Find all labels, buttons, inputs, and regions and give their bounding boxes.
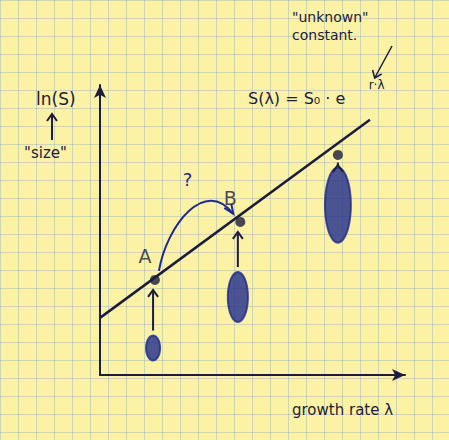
svg-text:growth rate λ: growth rate λ [292,401,393,419]
svg-text:A: A [138,245,151,267]
svg-text:constant.: constant. [292,27,357,43]
svg-text:r·λ: r·λ [369,78,385,92]
svg-text:"unknown": "unknown" [292,9,369,25]
svg-text:"size": "size" [24,144,67,162]
svg-text:ln(S): ln(S) [36,89,76,109]
svg-text:B: B [224,187,237,209]
svg-text:S(λ) = S₀ · e: S(λ) = S₀ · e [248,89,345,108]
svg-text:?: ? [183,169,193,190]
